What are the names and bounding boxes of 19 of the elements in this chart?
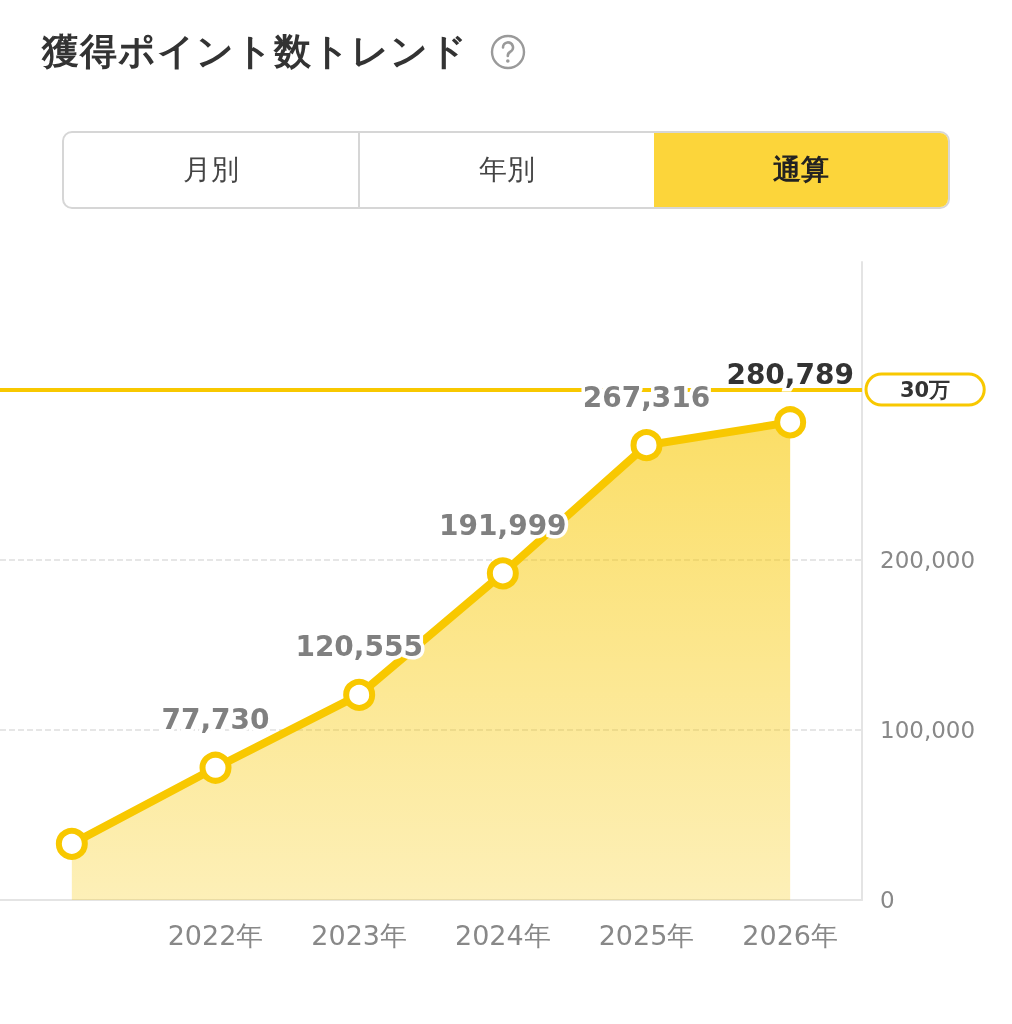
point	[199, 751, 232, 784]
x-tick-label: 2023年	[311, 920, 408, 951]
data-label: 77,730	[161, 703, 270, 737]
x-tick-label: 2026年	[742, 920, 839, 951]
tab-bar: 月別 年別 通算	[62, 131, 950, 209]
chart-title: 獲得ポイント数トレンド	[42, 29, 468, 75]
ref-line-label: 30万	[900, 377, 951, 402]
y-tick-label: 0	[880, 887, 895, 913]
point	[774, 406, 807, 439]
x-tick-label: 2025年	[598, 920, 695, 951]
point	[343, 678, 376, 711]
y-tick-label: 100,000	[880, 716, 976, 743]
y-tick-label: 200,000	[880, 546, 976, 573]
point	[55, 827, 88, 860]
point	[630, 429, 663, 462]
x-tick-label: 2024年	[454, 920, 551, 951]
x-tick-label: 2022年	[167, 920, 264, 951]
data-label: 280,789	[726, 357, 854, 391]
point	[486, 557, 519, 590]
